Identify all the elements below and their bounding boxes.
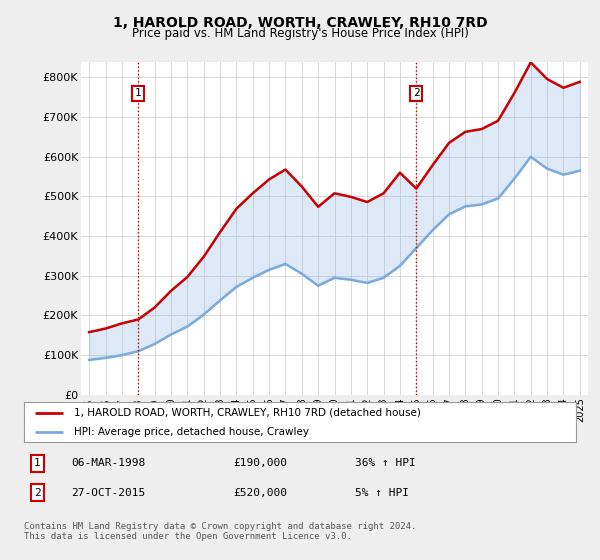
Text: 1, HAROLD ROAD, WORTH, CRAWLEY, RH10 7RD: 1, HAROLD ROAD, WORTH, CRAWLEY, RH10 7RD <box>113 16 487 30</box>
Text: 1: 1 <box>34 459 41 468</box>
Text: Contains HM Land Registry data © Crown copyright and database right 2024.
This d: Contains HM Land Registry data © Crown c… <box>24 522 416 542</box>
Text: 36% ↑ HPI: 36% ↑ HPI <box>355 459 416 468</box>
Text: £190,000: £190,000 <box>234 459 288 468</box>
Text: 2: 2 <box>413 88 419 99</box>
Text: 06-MAR-1998: 06-MAR-1998 <box>71 459 145 468</box>
Text: £520,000: £520,000 <box>234 488 288 497</box>
Text: 2: 2 <box>34 488 41 497</box>
Text: HPI: Average price, detached house, Crawley: HPI: Average price, detached house, Craw… <box>74 427 308 437</box>
Text: 27-OCT-2015: 27-OCT-2015 <box>71 488 145 497</box>
Text: 5% ↑ HPI: 5% ↑ HPI <box>355 488 409 497</box>
Text: 1: 1 <box>135 88 142 99</box>
Text: Price paid vs. HM Land Registry's House Price Index (HPI): Price paid vs. HM Land Registry's House … <box>131 27 469 40</box>
Text: 1, HAROLD ROAD, WORTH, CRAWLEY, RH10 7RD (detached house): 1, HAROLD ROAD, WORTH, CRAWLEY, RH10 7RD… <box>74 408 421 418</box>
